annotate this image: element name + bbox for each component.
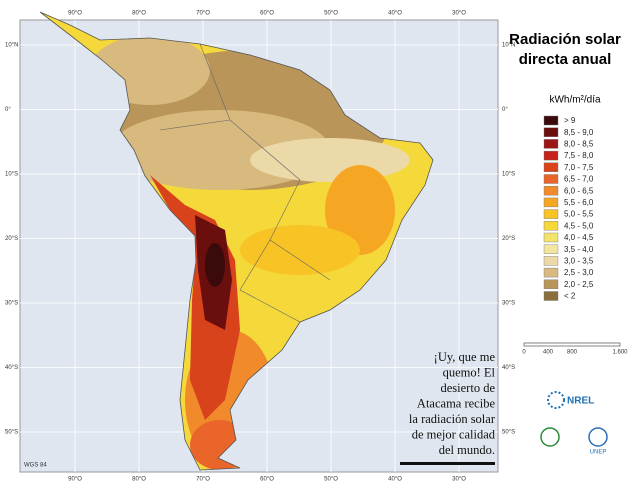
legend-swatch <box>543 115 559 126</box>
legend-label: < 2 <box>564 292 576 301</box>
lat-label: 50°S <box>502 430 515 436</box>
legend-label: 2,5 - 3,0 <box>564 268 594 277</box>
scale-label: 800 <box>567 350 578 356</box>
lon-label: 60°O <box>260 11 274 17</box>
legend-swatch <box>543 267 559 278</box>
lat-label: 0° <box>502 107 508 113</box>
title: directa anual <box>519 51 612 68</box>
legend-swatch <box>543 209 559 219</box>
legend-label: 8,0 - 8,5 <box>564 140 594 149</box>
legend-label: 2,0 - 2,5 <box>564 280 594 289</box>
lon-label: 80°O <box>132 11 146 17</box>
lat-label: 50°S <box>5 430 18 436</box>
lat-label: 30°S <box>5 301 18 307</box>
legend-label: 3,0 - 3,5 <box>564 257 594 266</box>
lat-label: 10°S <box>5 172 18 178</box>
annotation: Atacama recibe <box>417 396 496 410</box>
unep-logo <box>588 427 608 447</box>
legend-label: 6,5 - 7,0 <box>564 175 594 184</box>
legend-swatch <box>543 127 559 137</box>
lon-label: 30°O <box>452 11 466 17</box>
legend-label: 5,5 - 6,0 <box>564 198 594 207</box>
lat-label: 20°S <box>5 236 18 242</box>
scale-label: 1.600 <box>612 350 628 356</box>
lat-label: 30°S <box>502 301 515 307</box>
scale-bar <box>523 342 621 347</box>
legend-label: 7,0 - 7,5 <box>564 163 594 172</box>
lon-label: 40°O <box>388 477 402 483</box>
lat-label: 0° <box>5 107 11 113</box>
legend-label: 5,0 - 5,5 <box>564 210 594 219</box>
legend-swatch <box>543 291 559 301</box>
lon-label: 50°O <box>324 11 338 17</box>
underline <box>400 462 495 465</box>
logo-text: UNEP <box>590 450 607 456</box>
lon-label: 40°O <box>388 11 402 17</box>
lon-label: 60°O <box>260 477 274 483</box>
lat-label: 40°S <box>5 365 18 371</box>
annotation: del mundo. <box>439 443 495 457</box>
legend-swatch <box>543 279 559 289</box>
lon-label: 30°O <box>452 477 466 483</box>
lon-label: 50°O <box>324 477 338 483</box>
lon-label: 80°O <box>132 477 146 483</box>
legend-label: 4,0 - 4,5 <box>564 233 594 242</box>
legend-label: 4,5 - 5,0 <box>564 221 594 230</box>
scale-label: 400 <box>543 350 554 356</box>
annotation: ¡Uy, que me <box>434 350 496 364</box>
legend-label: 7,5 - 8,0 <box>564 151 594 160</box>
title: Radiación solar <box>509 31 621 48</box>
nrel-logo <box>547 391 565 409</box>
lat-label: 10°S <box>502 172 515 178</box>
lat-label: 10°N <box>502 43 515 49</box>
gef-logo <box>540 427 560 447</box>
legend-swatch <box>543 232 559 243</box>
annotation: quemo! El <box>443 365 496 379</box>
lon-label: 70°O <box>196 11 210 17</box>
unit: kWh/m²/día <box>549 95 601 106</box>
annotation: desierto de <box>441 381 496 395</box>
lon-label: 70°O <box>196 477 210 483</box>
legend-swatch <box>543 162 559 173</box>
legend-swatch <box>543 197 559 208</box>
lat-label: 40°S <box>502 365 515 371</box>
scale-label: 0 <box>522 350 526 356</box>
lat-label: 10°N <box>5 43 18 49</box>
lon-label: 90°O <box>68 477 82 483</box>
annotation: la radiación solar <box>409 412 496 426</box>
legend-swatch <box>543 174 559 184</box>
annotation: de mejor calidad <box>412 427 496 441</box>
legend-label: > 9 <box>564 116 576 125</box>
legend-swatch <box>543 185 559 196</box>
logo-text: NREL <box>567 396 594 407</box>
legend-swatch <box>543 244 559 254</box>
legend-swatch <box>543 150 559 161</box>
legend-label: 6,0 - 6,5 <box>564 186 594 195</box>
legend-swatch <box>543 256 559 266</box>
coastline <box>39 11 434 471</box>
legend-swatch <box>543 139 559 149</box>
legend-label: 3,5 - 4,0 <box>564 245 594 254</box>
legend-label: 8,5 - 9,0 <box>564 128 594 137</box>
lon-label: 90°O <box>68 11 82 17</box>
borders <box>159 43 331 323</box>
datum: WGS 84 <box>24 463 47 469</box>
lat-label: 20°S <box>502 236 515 242</box>
legend-swatch <box>543 221 559 231</box>
